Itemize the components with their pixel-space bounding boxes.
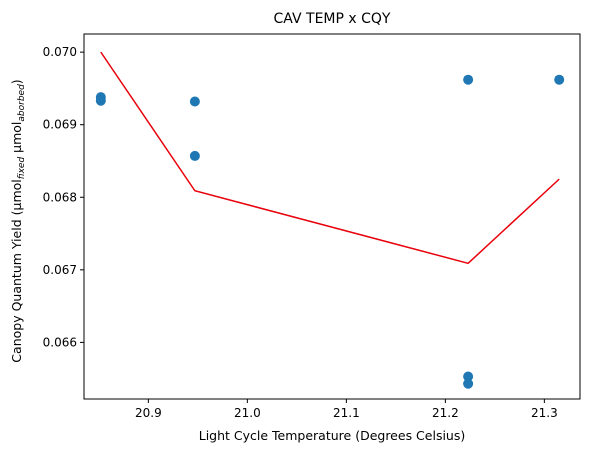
- y-axis-label-sub-aborbed: aborbed: [17, 84, 27, 122]
- x-tick-label: 21.1: [333, 406, 360, 420]
- data-point: [554, 74, 565, 85]
- ticks-layer: 20.9 21.0 21.1 21.2 21.3 0.066 0.067 0.068 0.069…: [43, 45, 558, 420]
- y-axis-label-suffix: ): [9, 79, 24, 84]
- data-point: [463, 378, 474, 389]
- y-axis-label-sub-fixed: fixed: [17, 157, 27, 180]
- y-tick-label: 0.067: [43, 263, 77, 277]
- data-point: [463, 74, 474, 85]
- y-axis-label-prefix: Canopy Quantum Yield (μmol: [9, 179, 24, 362]
- y-tick-label: 0.069: [43, 118, 77, 132]
- y-tick-label: 0.070: [43, 45, 77, 59]
- trend-line: [100, 51, 560, 265]
- y-tick-label: 0.068: [43, 190, 77, 204]
- x-tick-label: 20.9: [135, 406, 162, 420]
- axes-frame: [83, 33, 581, 400]
- series-layer: [95, 51, 565, 389]
- plot-area: 20.9 21.0 21.1 21.2 21.3 0.066 0.067 0.068 0.069…: [43, 33, 581, 420]
- x-tick-label: 21.2: [432, 406, 459, 420]
- y-axis-label-mid: μmol: [9, 122, 24, 157]
- y-tick-label: 0.066: [43, 335, 77, 349]
- y-axis-label: Canopy Quantum Yield (μmolfixed μmolabor…: [9, 79, 27, 362]
- chart-title: CAV TEMP x CQY: [274, 11, 391, 27]
- x-axis-label: Light Cycle Temperature (Degrees Celsius…: [199, 428, 466, 443]
- x-tick-label: 21.3: [531, 406, 558, 420]
- x-tick-label: 21.0: [234, 406, 261, 420]
- data-point: [189, 96, 200, 107]
- data-point: [189, 150, 200, 161]
- data-point: [463, 371, 474, 382]
- data-point: [95, 95, 106, 106]
